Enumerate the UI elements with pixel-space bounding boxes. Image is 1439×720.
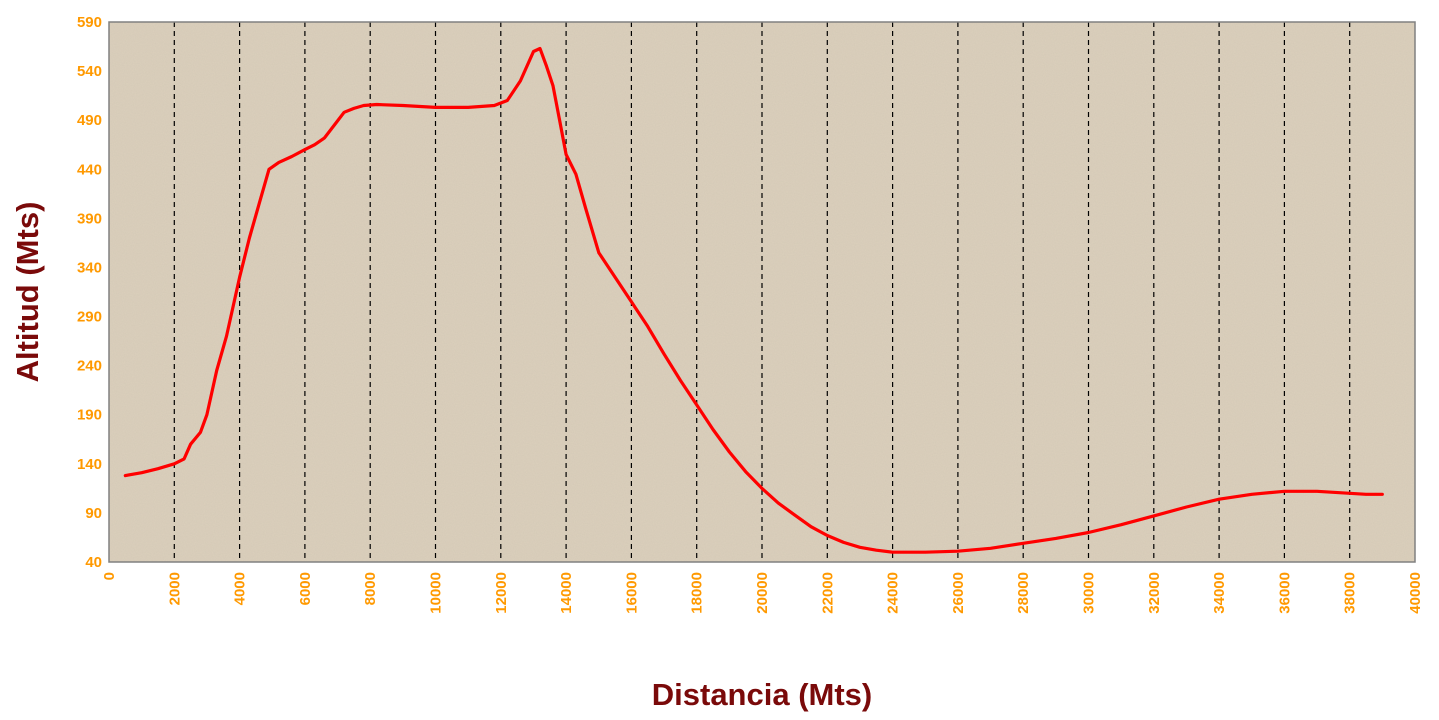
y-tick-label-390: 390 bbox=[77, 210, 102, 227]
y-tick-label-90: 90 bbox=[85, 505, 102, 522]
x-tick-label-10000: 10000 bbox=[428, 572, 445, 614]
y-tick-label-440: 440 bbox=[77, 161, 102, 178]
y-tick-label-190: 190 bbox=[77, 407, 102, 424]
x-tick-label-6000: 6000 bbox=[297, 572, 314, 605]
x-tick-label-18000: 18000 bbox=[689, 572, 706, 614]
y-axis-title: Altitud (Mts) bbox=[10, 202, 45, 383]
y-tick-label-240: 240 bbox=[77, 358, 102, 375]
x-axis-title: Distancia (Mts) bbox=[652, 677, 872, 712]
x-tick-label-24000: 24000 bbox=[885, 572, 902, 614]
x-tick-label-22000: 22000 bbox=[819, 572, 836, 614]
x-tick-label-16000: 16000 bbox=[623, 572, 640, 614]
x-tick-label-2000: 2000 bbox=[166, 572, 183, 605]
x-tick-label-40000: 40000 bbox=[1407, 572, 1424, 614]
y-axis-tick-labels: 40 90 140 190 240 290 340 390 440 490 540 590 bbox=[77, 14, 102, 571]
x-tick-label-28000: 28000 bbox=[1015, 572, 1032, 614]
plot-frame bbox=[108, 21, 1416, 563]
grid-lines bbox=[173, 22, 1351, 562]
y-tick-label-540: 540 bbox=[77, 63, 102, 80]
x-tick-label-0: 0 bbox=[101, 572, 118, 580]
y-tick-label-290: 290 bbox=[77, 309, 102, 326]
altitude-series-line bbox=[123, 46, 1384, 554]
x-axis-tick-labels: 0 2000 4000 6000 8000 10000 12000 14000 16000 180… bbox=[101, 572, 1424, 614]
x-tick-label-30000: 30000 bbox=[1081, 572, 1098, 614]
x-tick-label-34000: 34000 bbox=[1211, 572, 1228, 614]
y-tick-label-590: 590 bbox=[77, 14, 102, 31]
x-tick-label-12000: 12000 bbox=[493, 572, 510, 614]
x-tick-label-4000: 4000 bbox=[232, 572, 249, 605]
x-tick-label-8000: 8000 bbox=[362, 572, 379, 605]
y-tick-label-40: 40 bbox=[85, 554, 102, 571]
y-tick-label-140: 140 bbox=[77, 456, 102, 473]
x-tick-label-26000: 26000 bbox=[950, 572, 967, 614]
x-tick-label-20000: 20000 bbox=[754, 572, 771, 614]
x-tick-label-36000: 36000 bbox=[1276, 572, 1293, 614]
x-tick-label-14000: 14000 bbox=[558, 572, 575, 614]
x-tick-label-38000: 38000 bbox=[1342, 572, 1359, 614]
y-tick-label-490: 490 bbox=[77, 112, 102, 129]
y-tick-label-340: 340 bbox=[77, 259, 102, 276]
x-tick-label-32000: 32000 bbox=[1146, 572, 1163, 614]
